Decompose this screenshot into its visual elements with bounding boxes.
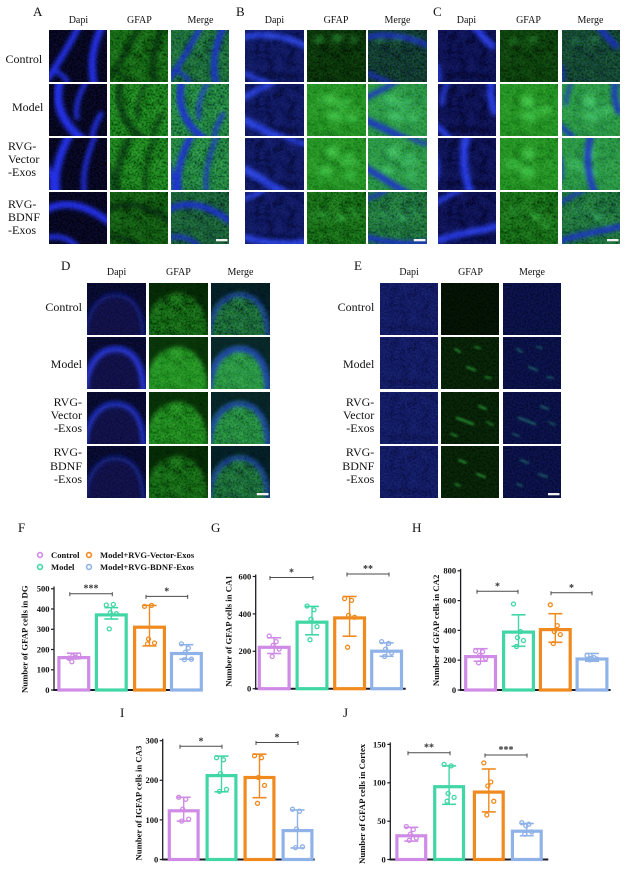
svg-text:*: * bbox=[289, 568, 294, 579]
svg-text:0: 0 bbox=[247, 684, 251, 694]
svg-text:400: 400 bbox=[238, 609, 251, 619]
svg-text:**: ** bbox=[363, 564, 373, 575]
svg-text:300: 300 bbox=[145, 736, 158, 746]
svg-text:0: 0 bbox=[452, 685, 456, 695]
svg-text:300: 300 bbox=[37, 624, 50, 634]
svg-text:Model+RVG-Vector-Exos: Model+RVG-Vector-Exos bbox=[100, 550, 195, 560]
svg-text:600: 600 bbox=[238, 571, 251, 581]
svg-text:600: 600 bbox=[443, 596, 456, 606]
svg-text:200: 200 bbox=[37, 644, 50, 654]
svg-text:Number of GFAP cells in Cortex: Number of GFAP cells in Cortex bbox=[357, 743, 367, 864]
svg-text:***: *** bbox=[84, 584, 99, 595]
svg-text:0: 0 bbox=[154, 854, 158, 864]
svg-text:400: 400 bbox=[37, 604, 50, 614]
svg-text:Number of IGFAP cells in CA3: Number of IGFAP cells in CA3 bbox=[134, 745, 144, 860]
svg-text:150: 150 bbox=[373, 739, 386, 749]
svg-text:**: ** bbox=[424, 743, 434, 754]
svg-text:*: * bbox=[495, 581, 500, 592]
svg-text:100: 100 bbox=[145, 815, 158, 825]
svg-text:200: 200 bbox=[145, 775, 158, 785]
svg-text:0: 0 bbox=[382, 854, 386, 864]
svg-text:*: * bbox=[275, 733, 280, 744]
svg-text:100: 100 bbox=[373, 778, 386, 788]
svg-text:200: 200 bbox=[443, 655, 456, 665]
svg-text:*: * bbox=[569, 583, 574, 594]
svg-text:Number of GFAP cells in DG: Number of GFAP cells in DG bbox=[20, 585, 30, 693]
svg-text:*: * bbox=[164, 586, 169, 597]
svg-text:200: 200 bbox=[238, 646, 251, 656]
svg-text:Number of GFAP cells in CA1: Number of GFAP cells in CA1 bbox=[224, 575, 234, 686]
svg-text:0: 0 bbox=[45, 685, 49, 695]
svg-text:400: 400 bbox=[443, 625, 456, 635]
svg-text:Number of GFAP cells in CA2: Number of GFAP cells in CA2 bbox=[431, 575, 441, 686]
svg-text:Control: Control bbox=[51, 550, 80, 560]
svg-text:Model+RVG-BDNF-Exos: Model+RVG-BDNF-Exos bbox=[100, 562, 195, 572]
svg-text:Model: Model bbox=[51, 562, 75, 572]
svg-text:100: 100 bbox=[37, 665, 50, 675]
svg-text:800: 800 bbox=[443, 566, 456, 576]
svg-text:***: *** bbox=[499, 745, 514, 756]
svg-text:*: * bbox=[199, 736, 204, 747]
svg-text:500: 500 bbox=[37, 584, 50, 594]
svg-text:50: 50 bbox=[377, 816, 386, 826]
